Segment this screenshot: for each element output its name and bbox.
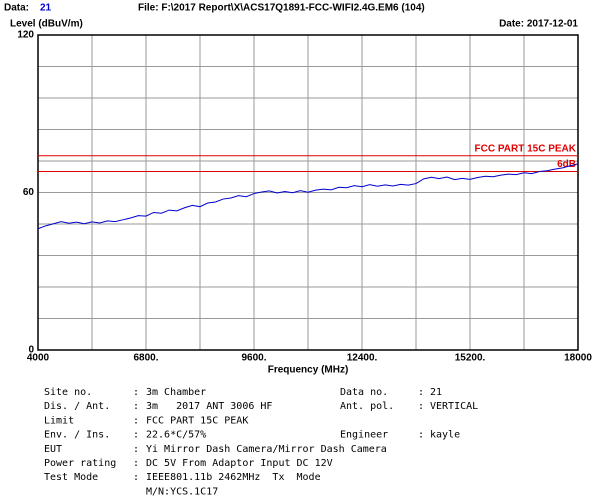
separator: : — [418, 387, 424, 398]
separator: : — [133, 444, 139, 455]
field-value: 3m 2017 ANT 3006 HF — [146, 401, 272, 412]
field-label: Data no. — [340, 387, 388, 398]
limit-label: 6dB — [557, 159, 576, 170]
field-value: Yi Mirror Dash Camera/Mirror Dash Camera — [146, 444, 387, 455]
y-axis-label: Level (dBuV/m) — [10, 19, 83, 30]
field-value: IEEE801.11b 2462MHz Tx Mode — [146, 472, 321, 483]
y-tick-label: 120 — [17, 30, 34, 41]
field-label: Test Mode — [44, 472, 98, 483]
date: Date: 2017-12-01 — [499, 19, 578, 30]
x-tick-label: 15200. — [455, 353, 486, 364]
field-label: Site no. — [44, 387, 92, 398]
field-value: DC 5V From Adaptor Input DC 12V — [146, 458, 333, 469]
x-tick-label: 4000 — [27, 353, 50, 364]
x-tick-label: 6800. — [133, 353, 158, 364]
file-name: File: F:\2017 Report\X\ACS17Q1891-FCC-WI… — [138, 3, 425, 14]
x-axis-label: Frequency (MHz) — [268, 365, 349, 376]
separator: : — [418, 401, 424, 412]
field-label: Env. / Ins. — [44, 430, 110, 441]
separator: : — [133, 458, 139, 469]
trace — [37, 163, 579, 230]
field-value: 22.6*C/57% — [146, 430, 206, 441]
separator: : — [133, 387, 139, 398]
field-value: FCC PART 15C PEAK — [146, 415, 248, 426]
field-label: Power rating — [44, 458, 116, 469]
y-tick-label: 60 — [23, 187, 35, 198]
field-label: Engineer — [340, 430, 388, 441]
limit-label: FCC PART 15C PEAK — [475, 143, 577, 154]
x-tick-label: 12400. — [347, 353, 378, 364]
y-tick-label: 0 — [28, 345, 34, 356]
field-label: Limit — [44, 415, 74, 426]
field-value: kayle — [430, 430, 460, 441]
x-tick-label: 18000 — [564, 353, 592, 364]
field-value: 3m Chamber — [146, 387, 206, 398]
separator: : — [133, 401, 139, 412]
field-value: VERTICAL — [430, 401, 478, 412]
data-label: Data: — [4, 3, 29, 14]
field-value: M/N:YCS.1C17 — [146, 486, 218, 497]
field-value: 21 — [430, 387, 442, 398]
x-tick-label: 9600. — [241, 353, 266, 364]
field-label: EUT — [44, 444, 62, 455]
separator: : — [418, 430, 424, 441]
separator: : — [133, 415, 139, 426]
separator: : — [133, 430, 139, 441]
plot-frame — [37, 34, 579, 351]
data-number: 21 — [40, 3, 52, 14]
field-label: Ant. pol. — [340, 401, 394, 412]
field-label: Dis. / Ant. — [44, 401, 110, 412]
separator: : — [133, 472, 139, 483]
